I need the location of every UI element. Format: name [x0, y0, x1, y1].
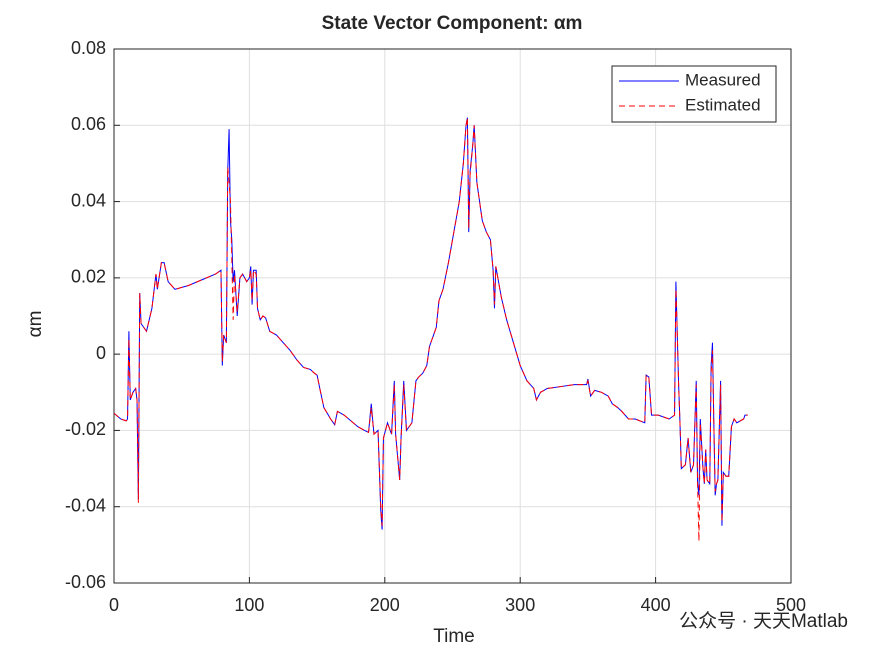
y-tick-label: 0.02	[71, 267, 106, 287]
y-tick-label: -0.04	[65, 495, 106, 515]
y-tick-label: 0.04	[71, 190, 106, 210]
legend-box	[611, 65, 777, 123]
x-tick-label: 200	[370, 595, 400, 615]
y-tick-label: -0.06	[65, 572, 106, 592]
watermark: 公众号 · 天天Matlab	[679, 610, 848, 632]
x-tick-label: 100	[234, 595, 264, 615]
data-line	[113, 117, 748, 542]
y-tick-label: 0.06	[71, 114, 106, 134]
legend-label: Estimated	[685, 95, 761, 114]
x-tick-label: 0	[109, 595, 119, 615]
y-tick-label: 0.08	[71, 38, 106, 58]
plot-area	[114, 49, 791, 583]
chart-title: State Vector Component: αm	[322, 13, 583, 34]
y-axis-label: αm	[25, 311, 46, 338]
y-tick-label: -0.02	[65, 419, 106, 439]
x-axis-label: Time	[433, 626, 475, 647]
axes-box	[113, 48, 792, 584]
x-tick-label: 400	[641, 595, 671, 615]
x-tick-label: 300	[505, 595, 535, 615]
x-tick-label: 500	[776, 595, 806, 615]
legend-label: Measured	[685, 70, 761, 89]
y-tick-label: 0	[96, 343, 106, 363]
